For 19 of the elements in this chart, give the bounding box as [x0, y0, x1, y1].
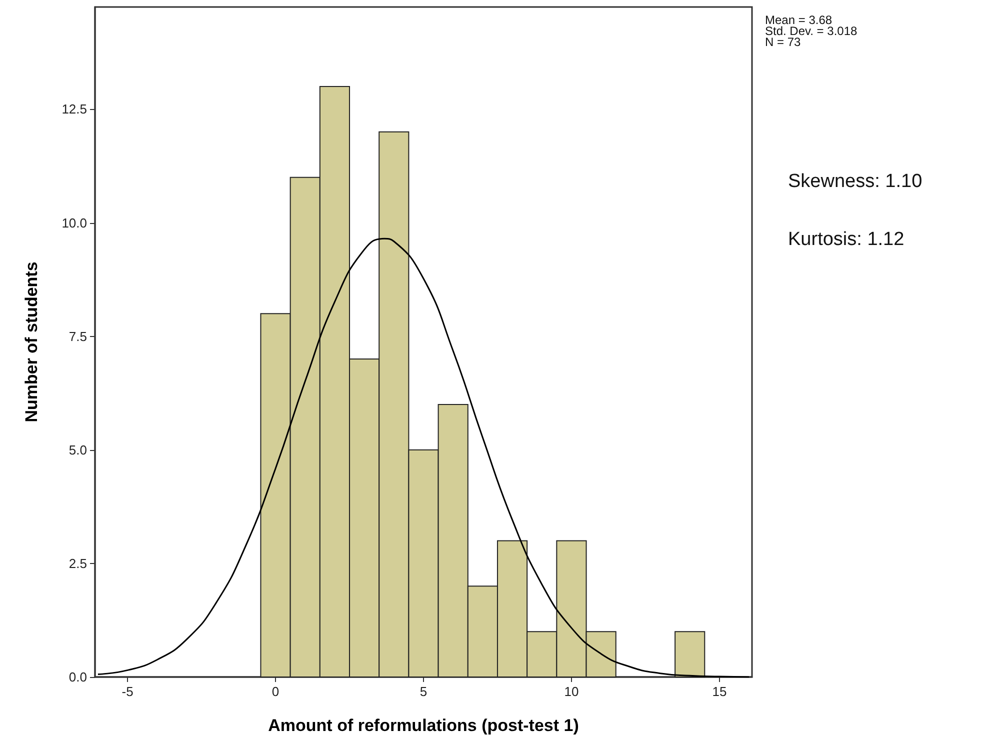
- y-axis-title: Number of students: [22, 262, 41, 422]
- y-tick-label: 10.0: [62, 215, 87, 230]
- text: Mean = 3.68: [765, 13, 832, 27]
- text: Skewness: 1.10: [788, 171, 922, 192]
- y-tick-label: 12.5: [62, 102, 87, 117]
- x-tick-label: 5: [420, 684, 428, 699]
- x-tick-label: 10: [564, 684, 579, 699]
- x-tick-label: -5: [122, 684, 134, 699]
- y-tick-label: 5.0: [68, 442, 87, 458]
- x-tick-label: 15: [712, 684, 727, 699]
- text: Std. Dev. = 3.018: [765, 24, 858, 38]
- y-tick-label: 0.0: [68, 670, 87, 684]
- x-axis-title: Amount of reformulations (post-test 1): [268, 716, 579, 735]
- line-series: [97, 238, 750, 678]
- text: N = 73: [765, 35, 802, 49]
- text: Kurtosis: 1.12: [788, 229, 904, 250]
- y-tick-label: 7.5: [68, 328, 87, 344]
- x-tick-label: 0: [272, 684, 280, 699]
- y-tick-label: 2.5: [68, 556, 87, 571]
